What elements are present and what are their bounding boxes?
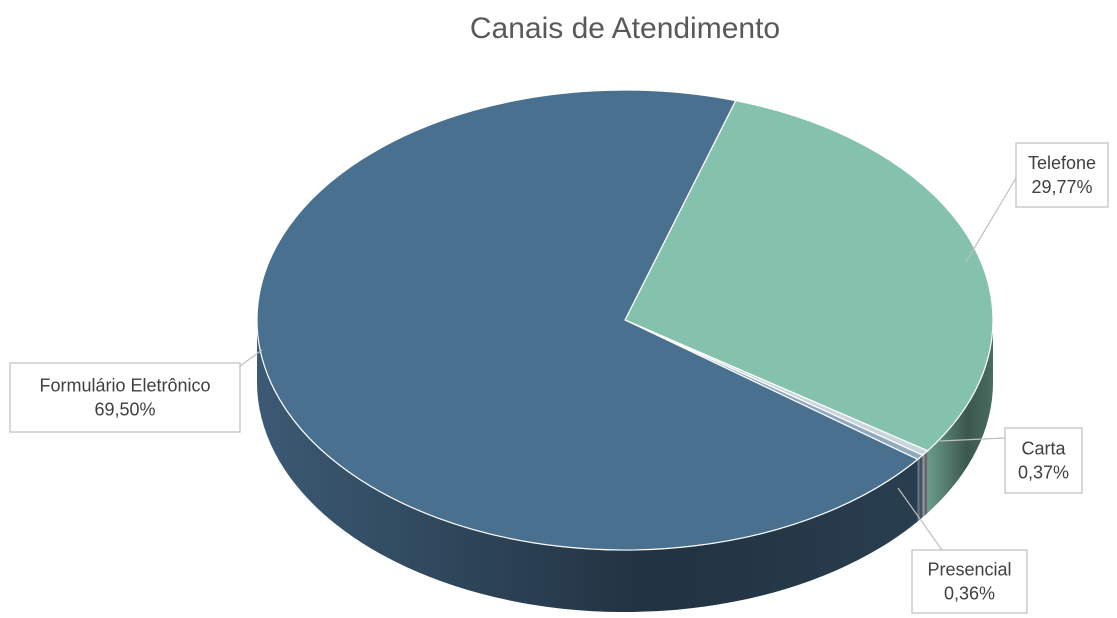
leader-line (939, 437, 1006, 442)
data-label-name: Carta (1021, 438, 1066, 458)
slice-side-shade (922, 450, 928, 518)
slice-side-shade (927, 320, 993, 513)
slice (256, 89, 919, 551)
data-label-name: Formulário Eletrônico (39, 375, 210, 395)
slice-side-shade (917, 455, 923, 522)
data-label-value: 0,37% (1018, 462, 1069, 482)
data-label-box (1015, 142, 1109, 208)
data-label-box (9, 362, 241, 433)
data-label-value: 69,50% (94, 399, 155, 419)
slice (624, 99, 994, 452)
leader-line (239, 349, 263, 367)
slice-side-shade (256, 320, 918, 612)
leader-line (965, 177, 1017, 263)
data-label-box (911, 549, 1028, 614)
data-label-box (1004, 427, 1083, 494)
data-label-value: 29,77% (1031, 177, 1092, 197)
data-label-value: 0,36% (944, 583, 995, 603)
data-label-name: Telefone (1028, 153, 1096, 173)
leader-line (897, 487, 943, 551)
data-label-name: Presencial (927, 559, 1011, 579)
chart-title: Canais de Atendimento (470, 12, 780, 45)
